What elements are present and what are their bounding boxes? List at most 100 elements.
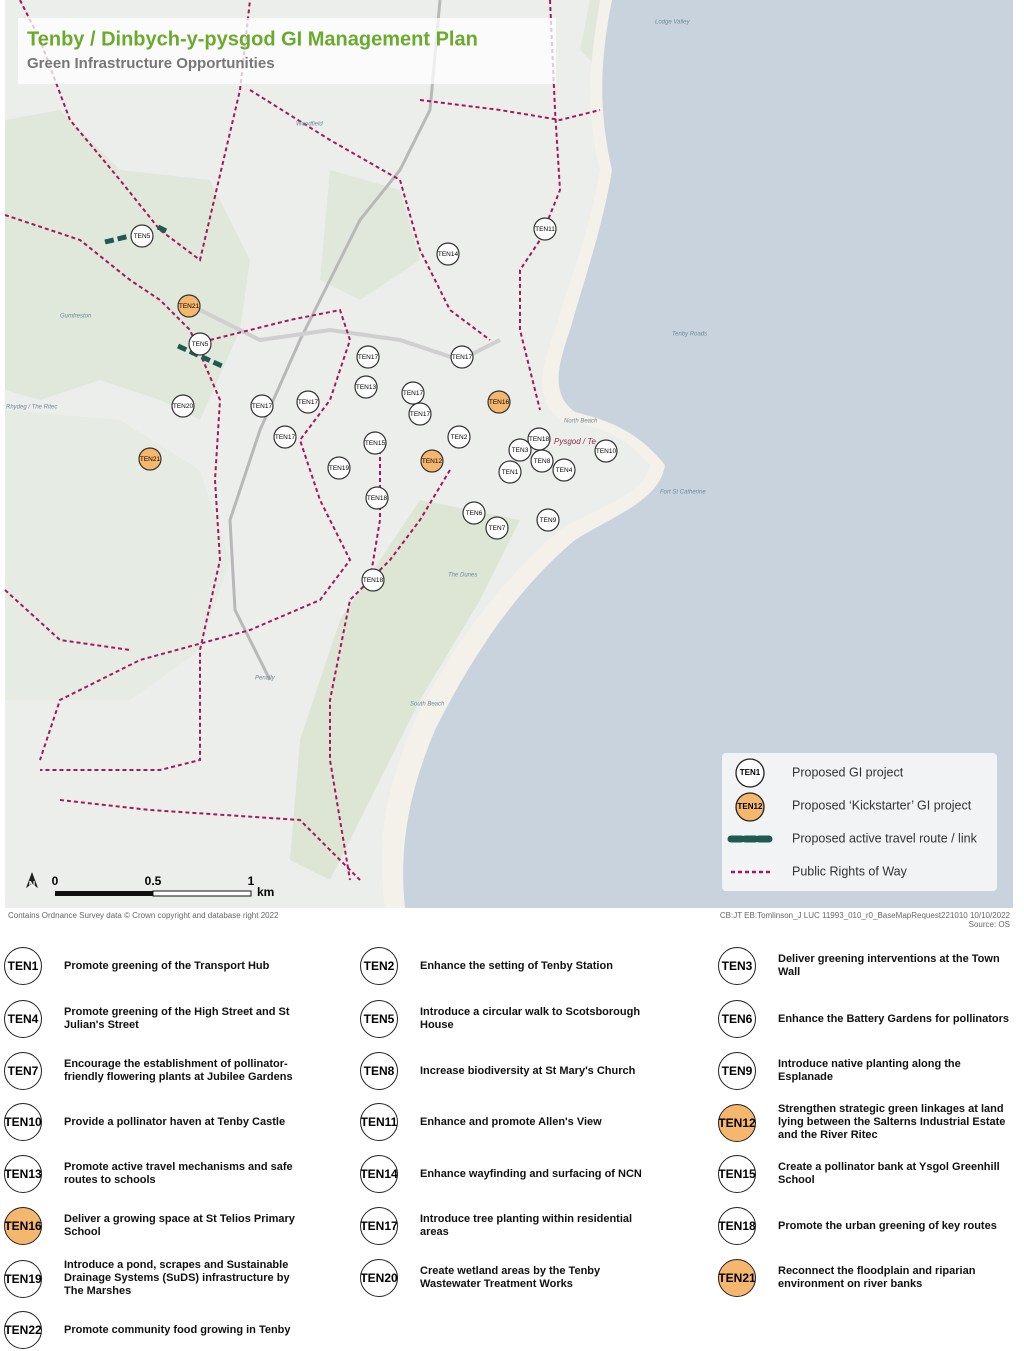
scale-label: 1 <box>248 874 255 888</box>
map-marker <box>462 501 486 525</box>
project-id: TEN5 <box>360 1000 398 1038</box>
map-marker <box>354 375 378 399</box>
sea <box>403 0 1013 908</box>
markers: TEN5 TEN21 TEN5 TEN11 TEN14 TEN17 TEN17 TEN13 TE… <box>130 217 618 592</box>
legend-label: Proposed GI project <box>792 765 904 779</box>
legend-box <box>722 753 997 891</box>
marker-label: TEN11 <box>535 226 555 233</box>
path <box>419 99 601 122</box>
project: TEN1 Promote greening of the Transport Hu… <box>4 947 304 985</box>
marker-label: TEN18 <box>363 577 384 584</box>
project-id: TEN1 <box>4 947 42 985</box>
project-text: Introduce a pond, scrapes and Sustainabl… <box>64 1259 290 1297</box>
project-text: Deliver greening interventions at the To… <box>778 953 1000 978</box>
project: TEN15 Create a pollinator bank at Ysgol G… <box>718 1155 1018 1193</box>
green-area <box>5 410 230 700</box>
project: TEN14 Enhance wayfinding and surfacing of… <box>360 1155 660 1193</box>
project-id: TEN11 <box>360 1103 398 1141</box>
active-travel <box>104 224 224 369</box>
place-name: Fort St Catherine <box>660 490 706 496</box>
map-marker <box>447 425 471 449</box>
project-text: Promote active travel mechanisms and saf… <box>64 1161 293 1186</box>
project: TEN2 Enhance the setting of Tenby Station <box>360 947 660 985</box>
title-box <box>18 18 556 84</box>
legend-label: Public Rights of Way <box>792 864 908 878</box>
project: TEN19 Introduce a pond, scrapes and Susta… <box>4 1259 304 1298</box>
place-name: The Dunes <box>448 573 477 579</box>
project-text: Strengthen strategic green linkages at l… <box>778 1103 1006 1141</box>
project: TEN4 Promote greening of the High Street … <box>4 1000 304 1038</box>
project: TEN7 Encourage the establishment of polli… <box>4 1052 304 1090</box>
green-area <box>290 500 520 880</box>
path <box>4 589 131 651</box>
marker-label: TEN20 <box>173 403 194 410</box>
map-marker <box>498 460 522 484</box>
place-name: Penally <box>255 676 276 682</box>
place-name: North Beach <box>564 419 598 425</box>
path <box>329 450 381 881</box>
project-id: TEN19 <box>4 1259 42 1298</box>
project-text: Enhance wayfinding and surfacing of NCN <box>420 1167 642 1180</box>
place-name: Tenby Roads <box>672 332 707 338</box>
map-marker <box>273 425 297 449</box>
marker-label: TEN10 <box>596 448 617 455</box>
map-marker <box>533 217 557 241</box>
map-marker <box>356 345 380 369</box>
project-text: Promote greening of the Transport Hub <box>64 959 270 972</box>
green-area <box>320 170 420 300</box>
route <box>156 224 170 235</box>
map-marker <box>363 431 387 455</box>
legend-symbol <box>735 792 765 822</box>
marker-label: TEN19 <box>329 465 350 472</box>
project: TEN3 Deliver greening interventions at th… <box>718 947 1018 985</box>
credit-left: Contains Ordnance Survey data © Crown co… <box>8 911 279 920</box>
north-label: N <box>29 879 36 889</box>
scale-segment <box>152 890 252 897</box>
project-text: Deliver a growing space at St Telios Pri… <box>64 1213 295 1238</box>
marker-label: TEN13 <box>356 384 377 391</box>
legend-label: Proposed ‘Kickstarter’ GI project <box>792 798 972 812</box>
route <box>176 343 224 369</box>
project: TEN8 Increase biodiversity at St Mary's C… <box>360 1052 660 1090</box>
place-name: Lodge Valley <box>655 20 690 26</box>
legend-symbol <box>735 758 765 788</box>
project-text: Create a pollinator bank at Ysgol Greenh… <box>778 1161 1000 1186</box>
project-text: Provide a pollinator haven at Tenby Cast… <box>64 1115 286 1128</box>
map-marker <box>401 381 425 405</box>
scale-unit: km <box>257 885 274 899</box>
map-marker <box>408 402 432 426</box>
marker-label: TEN12 <box>422 458 443 465</box>
map-marker <box>361 568 385 592</box>
map-marker <box>138 447 162 471</box>
marker-label: TEN14 <box>438 251 459 258</box>
path <box>4 214 222 771</box>
project: TEN5 Introduce a circular walk to Scotsbo… <box>360 1000 660 1038</box>
place-name: Woodfield <box>296 122 323 128</box>
map-marker <box>536 508 560 532</box>
legend-label: Proposed active travel route / link <box>792 831 978 845</box>
marker-label: TEN17 <box>298 399 319 406</box>
project-id: TEN2 <box>360 947 398 985</box>
project-id: TEN8 <box>360 1052 398 1090</box>
project-id: TEN3 <box>718 947 756 985</box>
credit-line: Source: OS <box>968 920 1010 929</box>
project-id: TEN20 <box>360 1259 398 1297</box>
marker-label: TEN8 <box>534 458 551 465</box>
marker-label: TEN17 <box>452 354 473 361</box>
marker-label: TEN21 <box>140 456 161 463</box>
marker-label: TEN17 <box>410 411 431 418</box>
legend-symbol-label: TEN1 <box>740 768 761 777</box>
path <box>59 799 361 881</box>
map-marker <box>130 224 154 248</box>
map-marker <box>487 390 511 414</box>
marker-label: TEN4 <box>556 467 573 474</box>
project-text: Enhance the Battery Gardens for pollinat… <box>778 1012 1010 1025</box>
project-id: TEN16 <box>4 1207 42 1245</box>
marker-label: TEN17 <box>275 434 296 441</box>
project-id: TEN6 <box>718 1000 756 1038</box>
project-id: TEN4 <box>4 1000 42 1038</box>
place-name: South Beach <box>410 702 445 708</box>
map-marker <box>250 394 274 418</box>
project-id: TEN18 <box>718 1207 756 1245</box>
